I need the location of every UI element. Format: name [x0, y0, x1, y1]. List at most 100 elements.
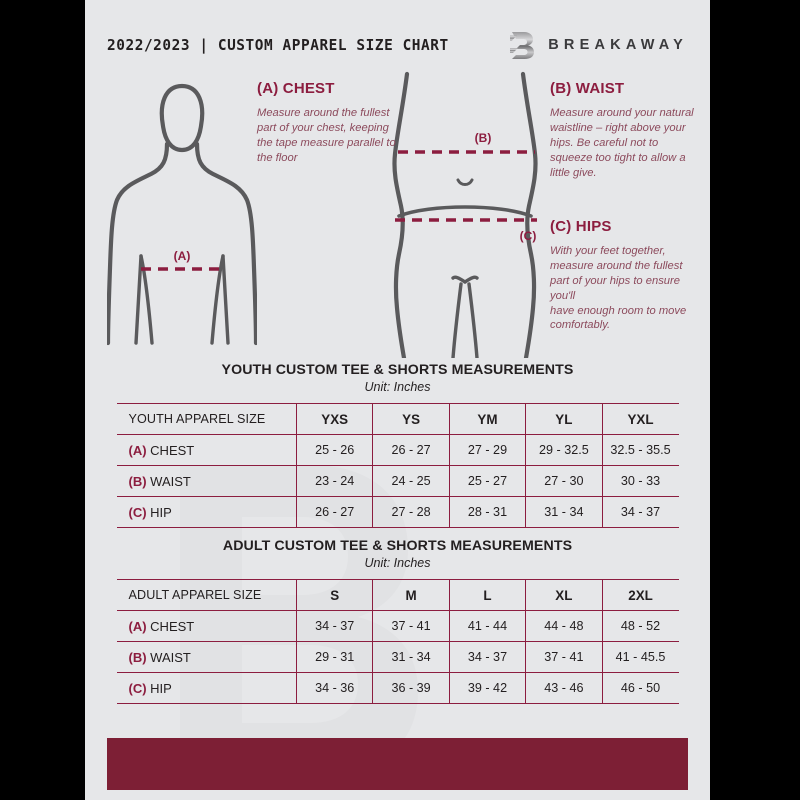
callout-waist-body: Measure around your natural waistline – …: [550, 107, 694, 179]
youth-col-3: YL: [525, 403, 603, 435]
adult-cell-2-2: 39 - 42: [448, 672, 526, 704]
youth-row-1-tag: (B): [128, 473, 147, 489]
footer-accent-bar: [107, 738, 688, 790]
callout-chest-body: Measure around the fullest part of your …: [257, 107, 396, 164]
table-row: (C) HIP 26 - 27 27 - 28 28 - 31 31 - 34 …: [116, 496, 679, 528]
callout-hips-body: With your feet together, measure around …: [550, 245, 683, 302]
youth-cell-2-2: 28 - 31: [448, 496, 526, 528]
adult-cell-0-1: 37 - 41: [372, 610, 450, 642]
adult-measurements-section: ADULT CUSTOM TEE & SHORTS MEASUREMENTS U…: [85, 538, 710, 704]
youth-row-1-label: (B) WAIST: [116, 465, 297, 497]
youth-cell-0-1: 26 - 27: [372, 434, 450, 466]
adult-cell-2-4: 46 - 50: [601, 672, 679, 704]
youth-cell-1-0: 23 - 24: [295, 465, 373, 497]
adult-row-1-tag: (B): [128, 649, 147, 665]
callout-waist-heading: (B) WAIST: [550, 80, 625, 97]
hip-measure-tag: (C): [520, 229, 537, 243]
adult-col-0: S: [295, 579, 373, 611]
brand-name: BREAKAWAY: [548, 37, 688, 53]
youth-cell-0-0: 25 - 26: [295, 434, 373, 466]
callout-hips: (C) HIPS With your feet together, measur…: [550, 218, 700, 333]
breakaway-b-logo-icon: [510, 32, 535, 59]
table-row: (A) CHEST 34 - 37 37 - 41 41 - 44 44 - 4…: [116, 610, 679, 642]
table-row: (B) WAIST 23 - 24 24 - 25 25 - 27 27 - 3…: [116, 465, 679, 497]
youth-col-2: YM: [448, 403, 526, 435]
adult-col-4: 2XL: [601, 579, 679, 611]
youth-cell-1-2: 25 - 27: [448, 465, 526, 497]
page-title: 2022/2023 | CUSTOM APPAREL SIZE CHART: [107, 36, 449, 54]
adult-cell-1-4: 41 - 45.5: [601, 641, 679, 673]
table-header-row: ADULT APPAREL SIZE S M L XL 2XL: [116, 579, 679, 611]
callout-chest: (A) CHEST Measure around the fullest par…: [257, 80, 407, 166]
youth-row-0-label: (A) CHEST: [116, 434, 297, 466]
youth-cell-2-0: 26 - 27: [295, 496, 373, 528]
adult-cell-1-3: 37 - 41: [525, 641, 603, 673]
youth-cell-1-3: 27 - 30: [525, 465, 603, 497]
adult-row-0-tag: (A): [128, 618, 147, 634]
youth-table-unit: Unit: Inches: [364, 380, 431, 394]
adult-cell-0-4: 48 - 52: [601, 610, 679, 642]
adult-size-table: ADULT APPAREL SIZE S M L XL 2XL (A) CHES…: [116, 579, 679, 704]
youth-row-2-tag: (C): [128, 504, 147, 520]
youth-cell-2-1: 27 - 28: [372, 496, 450, 528]
adult-cell-0-2: 41 - 44: [448, 610, 526, 642]
callout-hips-heading: (C) HIPS: [550, 218, 612, 235]
adult-table-unit: Unit: Inches: [364, 556, 431, 570]
youth-cell-2-4: 34 - 37: [601, 496, 679, 528]
adult-row-2-name: HIP: [150, 680, 172, 696]
callout-chest-heading: (A) CHEST: [257, 80, 335, 97]
youth-row-2-name: HIP: [150, 504, 172, 520]
chest-measure-tag: (A): [174, 249, 191, 263]
adult-cell-2-1: 36 - 39: [372, 672, 450, 704]
youth-measurements-section: YOUTH CUSTOM TEE & SHORTS MEASUREMENTS U…: [85, 362, 710, 528]
adult-cell-1-2: 34 - 37: [448, 641, 526, 673]
measurement-illustration: (A) (B): [85, 68, 710, 358]
adult-col-2: L: [448, 579, 526, 611]
youth-col-4: YXL: [601, 403, 679, 435]
youth-cell-0-3: 29 - 32.5: [525, 434, 603, 466]
youth-cell-0-2: 27 - 29: [448, 434, 526, 466]
table-row: (B) WAIST 29 - 31 31 - 34 34 - 37 37 - 4…: [116, 641, 679, 673]
navel-mark: [456, 178, 474, 186]
waist-measure-tag: (B): [475, 131, 492, 145]
youth-cell-0-4: 32.5 - 35.5: [601, 434, 679, 466]
male-hips-front-outline-icon: (B) (C): [392, 71, 538, 358]
table-row: (A) CHEST 25 - 26 26 - 27 27 - 29 29 - 3…: [116, 434, 679, 466]
callout-waist: (B) WAIST Measure around your natural wa…: [550, 80, 700, 180]
adult-cell-0-0: 34 - 37: [295, 610, 373, 642]
adult-size-label: ADULT APPAREL SIZE: [116, 579, 297, 611]
page-header: 2022/2023 | CUSTOM APPAREL SIZE CHART: [85, 28, 710, 62]
adult-cell-0-3: 44 - 48: [525, 610, 603, 642]
youth-table-title: YOUTH CUSTOM TEE & SHORTS MEASUREMENTS: [221, 362, 574, 378]
youth-row-2-label: (C) HIP: [116, 496, 297, 528]
adult-cell-1-1: 31 - 34: [372, 641, 450, 673]
adult-col-3: XL: [525, 579, 603, 611]
table-header-row: YOUTH APPAREL SIZE YXS YS YM YL YXL: [116, 403, 679, 435]
brand-lockup: BREAKAWAY: [509, 30, 688, 60]
youth-col-0: YXS: [295, 403, 373, 435]
adult-row-0-label: (A) CHEST: [116, 610, 297, 642]
adult-row-2-tag: (C): [128, 680, 147, 696]
adult-cell-2-3: 43 - 46: [525, 672, 603, 704]
youth-size-table: YOUTH APPAREL SIZE YXS YS YM YL YXL (A) …: [116, 403, 679, 528]
youth-size-label: YOUTH APPAREL SIZE: [116, 403, 297, 435]
youth-cell-2-3: 31 - 34: [525, 496, 603, 528]
male-torso-front-outline-icon: (A): [107, 83, 257, 346]
youth-row-0-name: CHEST: [150, 442, 195, 458]
adult-row-0-name: CHEST: [150, 618, 195, 634]
callout-hips-body-2: have enough room to move comfortably.: [550, 304, 687, 332]
table-row: (C) HIP 34 - 36 36 - 39 39 - 42 43 - 46 …: [116, 672, 679, 704]
adult-cell-1-0: 29 - 31: [295, 641, 373, 673]
youth-col-1: YS: [372, 403, 450, 435]
youth-cell-1-4: 30 - 33: [601, 465, 679, 497]
youth-cell-1-1: 24 - 25: [372, 465, 450, 497]
adult-row-2-label: (C) HIP: [116, 672, 297, 704]
size-chart-page: 2022/2023 | CUSTOM APPAREL SIZE CHART: [85, 0, 710, 800]
youth-row-1-name: WAIST: [150, 473, 191, 489]
adult-row-1-name: WAIST: [150, 649, 191, 665]
adult-row-1-label: (B) WAIST: [116, 641, 297, 673]
adult-table-title: ADULT CUSTOM TEE & SHORTS MEASUREMENTS: [222, 538, 573, 554]
adult-cell-2-0: 34 - 36: [295, 672, 373, 704]
youth-row-0-tag: (A): [128, 442, 147, 458]
adult-col-1: M: [372, 579, 450, 611]
